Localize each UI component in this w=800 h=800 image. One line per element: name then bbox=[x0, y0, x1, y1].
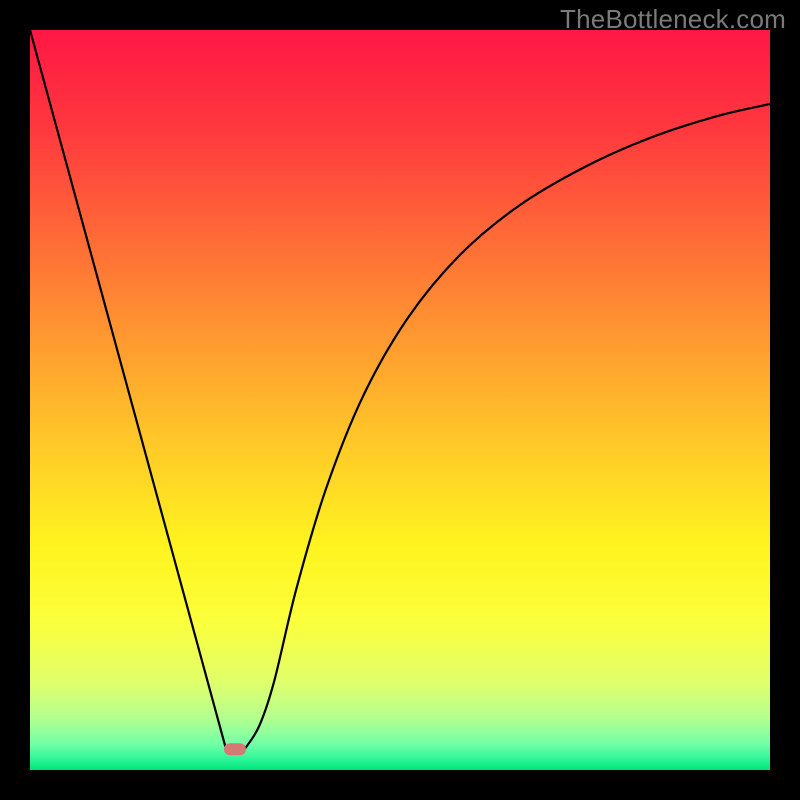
min-marker bbox=[224, 743, 246, 755]
watermark-text: TheBottleneck.com bbox=[560, 4, 786, 35]
bottleneck-chart bbox=[0, 0, 800, 800]
chart-frame: TheBottleneck.com bbox=[0, 0, 800, 800]
